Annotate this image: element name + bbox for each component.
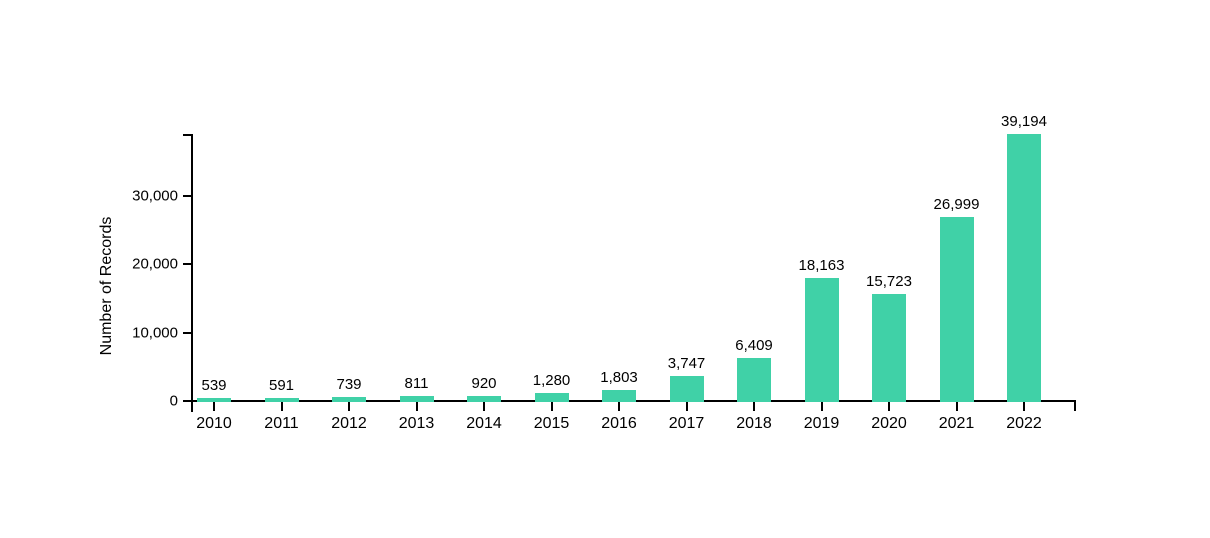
bar-2020 [872,294,906,402]
x-tick-mark [955,402,958,411]
x-tick-mark [213,402,215,411]
x-tick-mark [820,402,823,411]
bar-value-label: 1,280 [532,372,571,389]
x-tick-mark [888,402,890,411]
bar-2022 [1007,134,1041,402]
bar-2010 [197,398,231,402]
x-tick-label: 2015 [533,415,570,432]
bar-2011 [264,398,299,402]
x-tick-mark [415,402,418,411]
x-tick-label: 2012 [331,415,367,432]
y-axis-top-cap [183,134,191,136]
x-tick-label: 2010 [196,415,232,432]
bar-value-label: 920 [471,375,497,392]
y-axis-line [191,134,193,412]
y-tick-label: 30,000 [132,187,178,205]
bar-value-label: 18,163 [798,257,845,274]
x-tick-label: 2016 [601,415,637,432]
x-tick-label: 2011 [264,415,299,432]
y-tick-label: 0 [169,392,178,410]
x-tick-mark [348,402,350,411]
x-tick-label: 2020 [871,415,907,432]
y-tick-label: 20,000 [132,255,178,273]
bar-2013 [399,396,434,402]
x-tick-mark [685,402,688,411]
bar-2015 [534,393,569,402]
x-tick-mark [483,402,485,411]
x-tick-mark [280,402,283,411]
bar-value-label: 3,747 [667,355,706,372]
y-tick-label: 10,000 [132,324,178,342]
bar-2018 [737,358,771,402]
x-tick-label: 2018 [736,415,772,432]
bar-2012 [332,397,366,402]
x-tick-label: 2014 [466,415,502,432]
bar-value-label: 811 [404,375,429,392]
x-tick-mark [550,402,553,411]
bar-value-label: 591 [268,377,295,394]
bar-value-label: 15,723 [866,273,912,290]
bar-value-label: 26,999 [933,196,980,213]
bar-2019 [804,278,839,402]
x-tick-label: 2017 [668,415,705,432]
y-tick-mark [183,195,191,197]
x-axis-end-cap [1074,402,1076,411]
bar-2014 [467,396,501,402]
x-tick-mark [753,402,755,411]
bar-2016 [602,390,636,402]
x-tick-mark [618,402,620,411]
y-tick-mark [183,400,191,402]
bar-value-label: 39,194 [1001,113,1047,130]
x-tick-mark [1023,402,1025,411]
y-tick-mark [183,332,191,334]
y-tick-mark [183,263,191,265]
bar-value-label: 739 [336,376,362,393]
bar-value-label: 539 [201,377,227,394]
x-tick-label: 2021 [938,415,975,432]
x-tick-label: 2019 [803,415,840,432]
bar-2017 [669,376,704,402]
bar-value-label: 6,409 [735,337,773,354]
bar-2021 [939,217,974,402]
x-tick-label: 2022 [1006,415,1042,432]
y-axis-title: Number of Records [98,216,115,356]
bar-value-label: 1,803 [600,369,638,386]
x-tick-label: 2013 [398,415,435,432]
